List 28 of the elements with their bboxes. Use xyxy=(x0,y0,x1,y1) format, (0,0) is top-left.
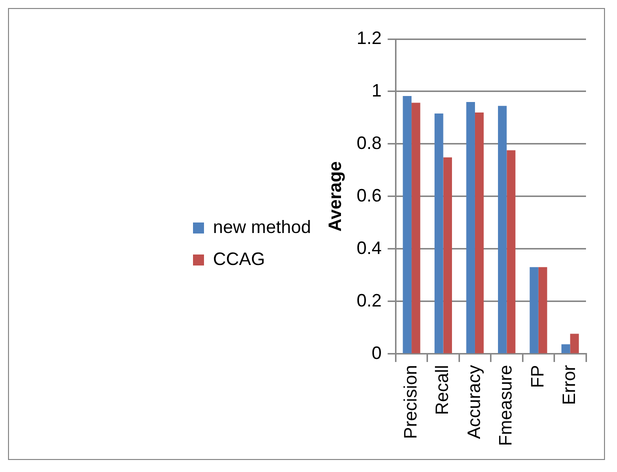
bar xyxy=(538,267,548,354)
bar xyxy=(506,150,516,354)
legend-label: new method xyxy=(213,216,312,237)
x-tick-label: Precision xyxy=(400,364,421,440)
bar xyxy=(561,344,570,354)
bar xyxy=(443,157,452,354)
y-tick-label: 0.4 xyxy=(356,238,382,258)
x-tick-label: FP xyxy=(527,364,548,388)
legend-label: CCAG xyxy=(213,248,266,269)
y-tick-label: 1.2 xyxy=(356,28,382,48)
bar xyxy=(570,334,579,354)
y-tick-label: 1 xyxy=(372,80,382,100)
bar xyxy=(474,112,484,354)
bar xyxy=(402,96,412,354)
y-axis-title: Average xyxy=(324,161,345,232)
bar xyxy=(412,102,420,354)
bar xyxy=(498,106,507,354)
y-tick-label: 0.2 xyxy=(356,290,382,310)
bar xyxy=(466,102,475,354)
x-tick-label: Recall xyxy=(432,364,452,416)
y-tick-label: 0.8 xyxy=(356,132,382,153)
x-tick-label: Fmeasure xyxy=(496,364,516,446)
y-tick-label: 0.6 xyxy=(356,185,382,206)
y-tick-label: 0 xyxy=(372,342,382,363)
bar xyxy=(434,114,444,354)
x-tick-label: Accuracy xyxy=(464,364,484,440)
bar xyxy=(530,267,538,354)
x-tick-label: Error xyxy=(559,364,580,405)
